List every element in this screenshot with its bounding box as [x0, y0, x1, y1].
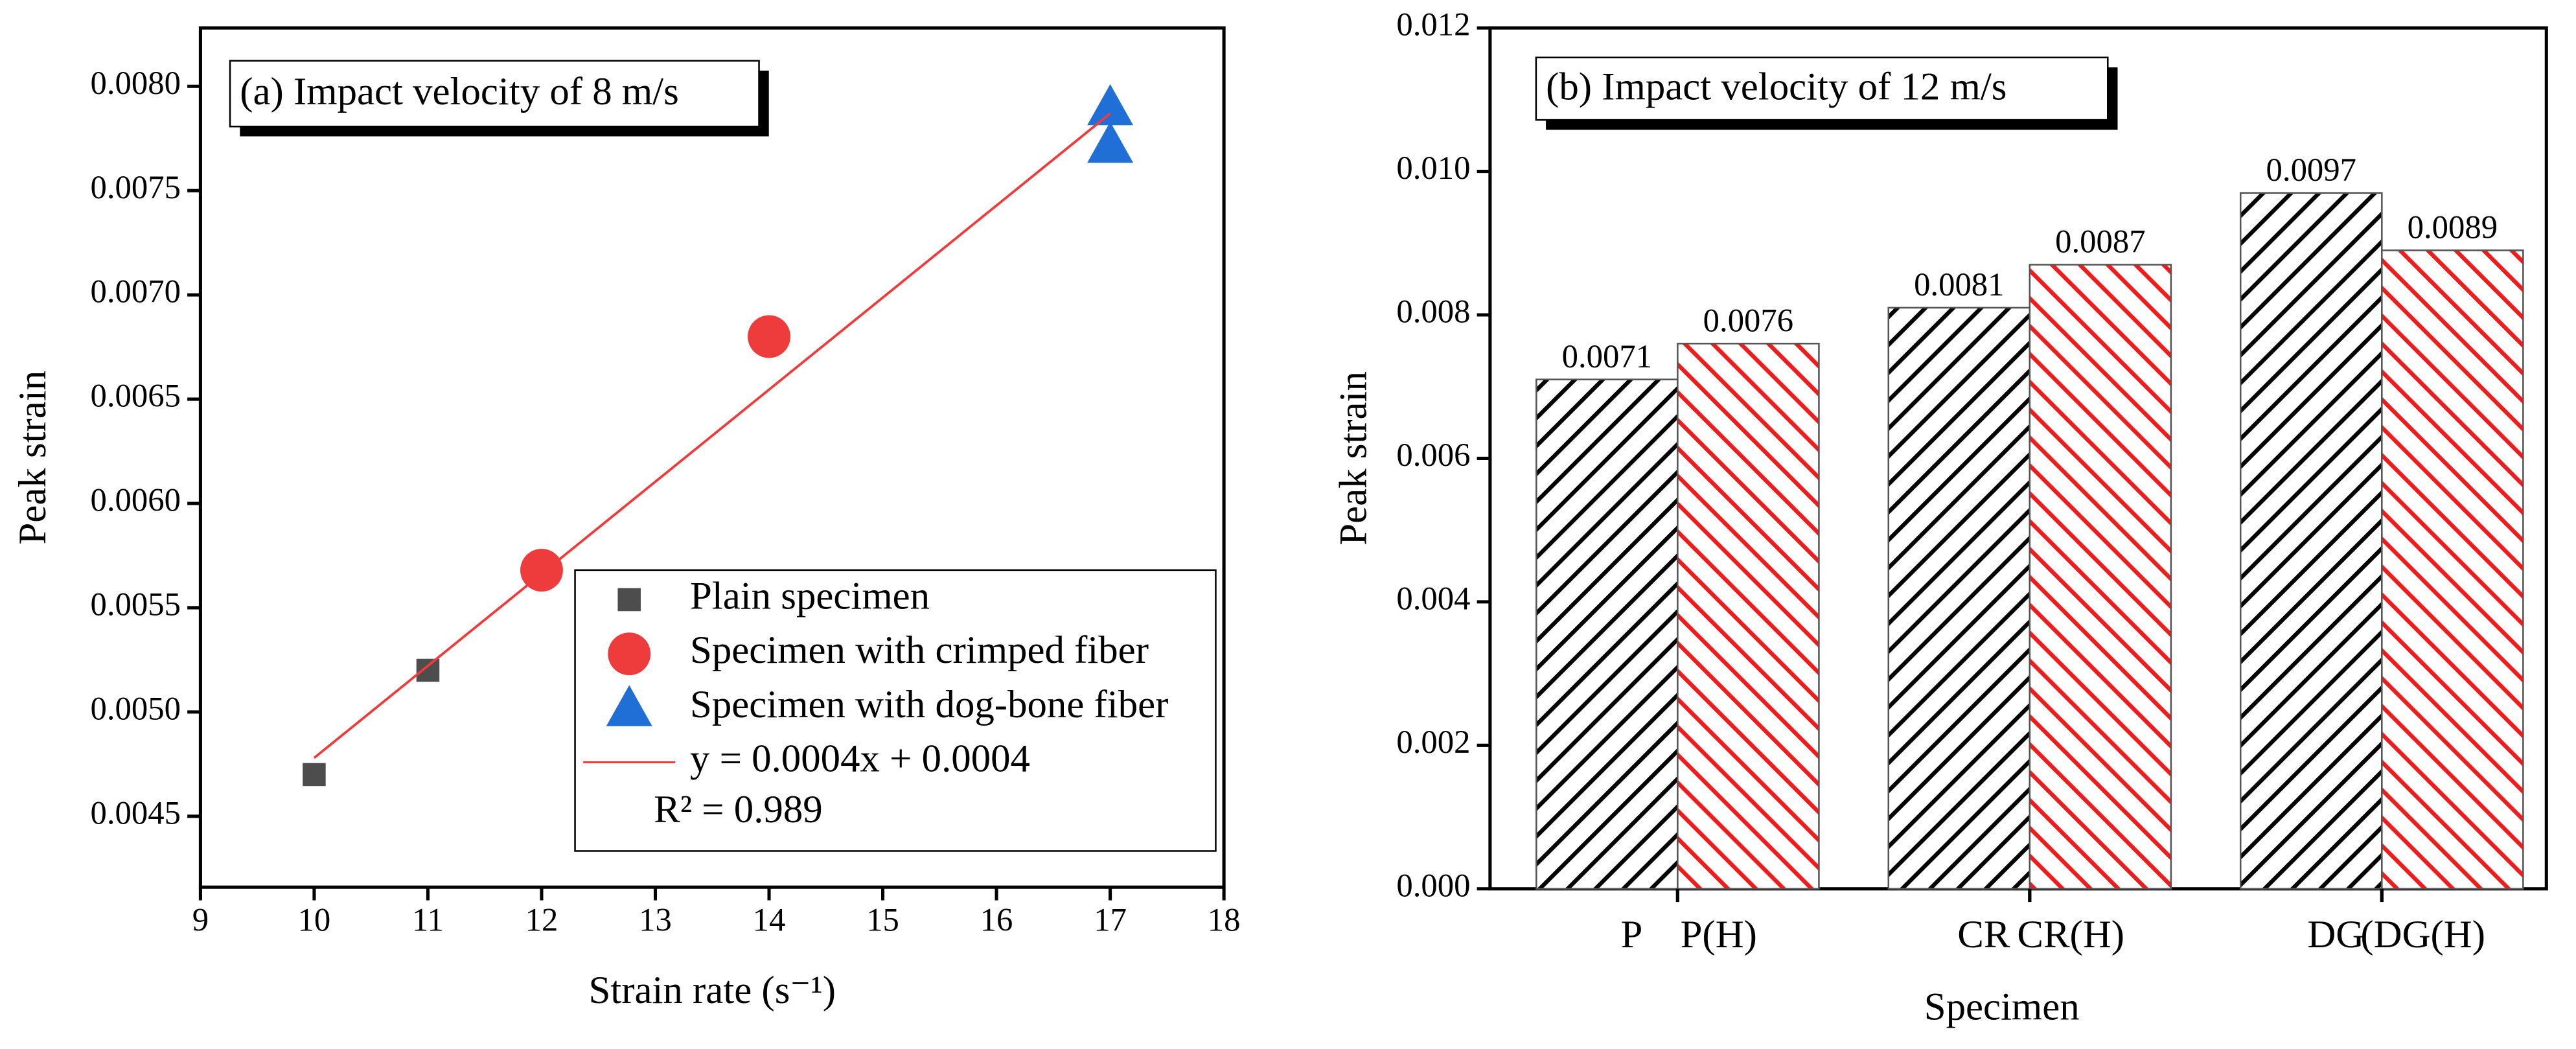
x-tick-label: P(H)	[1681, 913, 1757, 956]
marker-circle	[608, 632, 651, 676]
marker-square	[416, 658, 440, 682]
x-tick-label: 9	[192, 902, 209, 938]
legend-label: Specimen with crimped fiber	[690, 628, 1149, 672]
bar	[2381, 249, 2524, 890]
x-tick-label: DG	[2307, 913, 2364, 956]
x-axis-label: Specimen	[1924, 985, 2080, 1028]
marker-triangle	[1087, 121, 1134, 163]
bar	[2239, 192, 2383, 890]
y-tick-label: 0.008	[1396, 294, 1470, 330]
annotation: R² = 0.989	[654, 788, 822, 831]
y-tick-label: 0.010	[1396, 150, 1470, 186]
y-tick-label: 0.0065	[91, 378, 181, 414]
chart-title: (b) Impact velocity of 12 m/s	[1546, 65, 2007, 108]
marker-triangle	[1087, 84, 1134, 126]
y-axis-label: Peak strain	[1331, 371, 1375, 546]
x-tick-label: 13	[639, 902, 672, 938]
y-tick-label: 0.0080	[91, 65, 181, 101]
x-tick-label: 16	[980, 902, 1013, 938]
x-tick-label: 14	[753, 902, 786, 938]
bar	[1677, 343, 1820, 890]
legend-label: Plain specimen	[690, 574, 930, 617]
y-tick-label: 0.000	[1396, 867, 1470, 903]
data-label: 0.0071	[1562, 338, 1652, 375]
marker-triangle	[606, 685, 652, 726]
data-label: 0.0087	[2055, 224, 2145, 260]
x-tick-label: CR	[1957, 913, 2010, 956]
data-label: 0.0076	[1703, 302, 1793, 338]
data-label: 0.0097	[2266, 152, 2356, 188]
y-tick-label: 0.0050	[91, 691, 181, 727]
y-tick-label: 0.004	[1396, 581, 1470, 617]
legend: Plain specimen Specimen with crimped fibe…	[574, 569, 1217, 852]
legend-label: Specimen with dog-bone fiber	[690, 683, 1168, 726]
x-tick-label: 11	[412, 902, 444, 938]
marker-square	[617, 588, 641, 612]
y-axis-label: Peak strain	[11, 371, 54, 545]
marker-circle	[748, 315, 790, 358]
data-label: 0.0089	[2408, 209, 2498, 246]
data-label: 0.0081	[1914, 266, 2004, 303]
y-tick-label: 0.012	[1396, 6, 1470, 43]
x-tick-label: P	[1620, 913, 1642, 956]
x-tick-label: 18	[1208, 902, 1241, 938]
chart-title: (a) Impact velocity of 8 m/s	[240, 70, 679, 113]
marker-square	[303, 763, 326, 787]
title-box	[229, 60, 760, 128]
title-box	[1535, 56, 2109, 121]
fit-line	[313, 112, 1111, 759]
x-axis-label: Strain rate (s⁻¹)	[589, 969, 836, 1012]
y-tick-label: 0.0055	[91, 586, 181, 623]
x-tick-label: 17	[1094, 902, 1127, 938]
y-tick-label: 0.0045	[91, 794, 181, 831]
y-tick-label: 0.006	[1396, 437, 1470, 473]
x-tick-label: 15	[866, 902, 899, 938]
y-tick-label: 0.0075	[91, 169, 181, 205]
y-tick-label: 0.0070	[91, 273, 181, 310]
legend-label: y = 0.0004x + 0.0004	[690, 737, 1030, 781]
x-tick-label: 10	[298, 902, 331, 938]
plot-frame	[198, 26, 1226, 889]
x-tick-label: (DG(H)	[2360, 913, 2485, 956]
x-tick-label: CR(H)	[2017, 913, 2124, 956]
y-tick-label: 0.002	[1396, 724, 1470, 760]
bar	[1887, 306, 2031, 890]
x-tick-label: 12	[525, 902, 558, 938]
legend-box	[574, 569, 1217, 852]
y-tick-label: 0.0060	[91, 482, 181, 518]
bar	[2029, 264, 2172, 890]
bar	[1535, 378, 1679, 890]
